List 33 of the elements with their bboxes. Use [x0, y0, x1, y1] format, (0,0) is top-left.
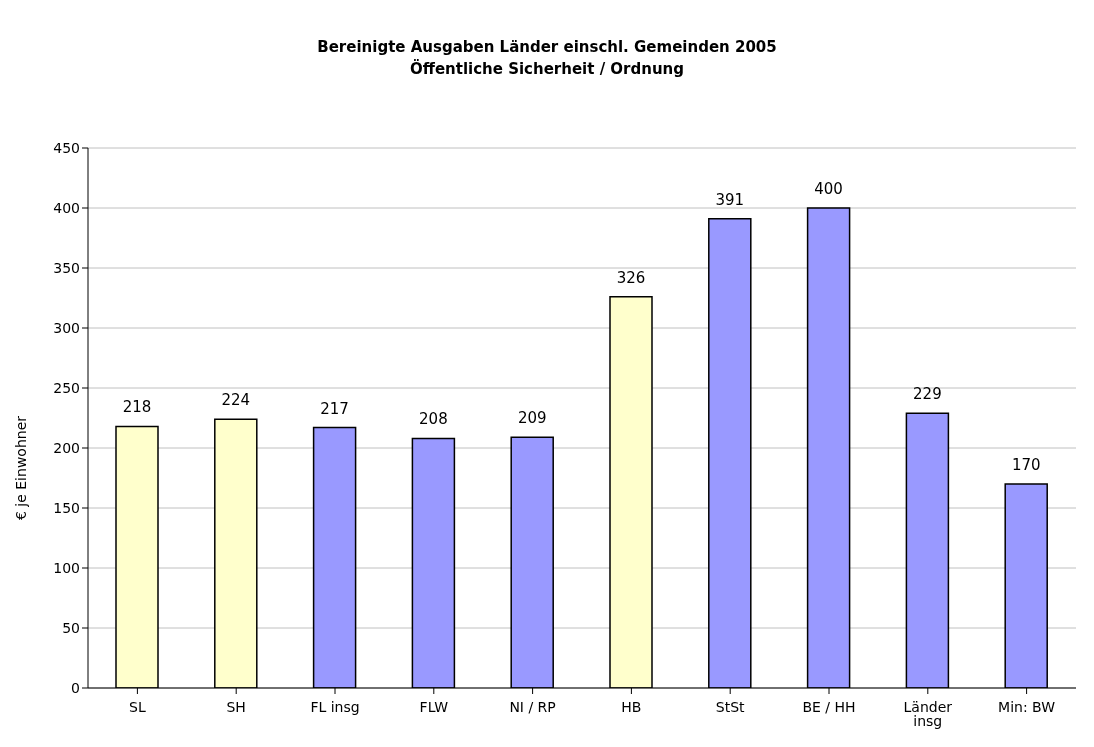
data-label: 218 — [122, 398, 152, 417]
x-tick-label: FLW — [419, 698, 449, 715]
data-label: 209 — [517, 409, 547, 428]
data-label: 224 — [221, 391, 251, 410]
data-label: 391 — [715, 190, 745, 209]
x-tick-label: NI / RP — [509, 698, 556, 715]
y-tick-label: 250 — [53, 379, 80, 396]
y-axis-title: € je Einwohner — [12, 415, 29, 521]
y-tick-label: 200 — [53, 439, 80, 456]
y-tick-label: 400 — [53, 199, 80, 216]
x-tick-label: HB — [621, 698, 642, 715]
y-tick-label: 100 — [53, 559, 80, 576]
data-label: 170 — [1011, 456, 1041, 474]
x-tick-label: StSt — [715, 698, 746, 715]
chart-subtitle: Öffentliche Sicherheit / Ordnung — [409, 58, 685, 80]
x-tick-label: SL — [129, 698, 146, 715]
x-tick-label: Länder insg — [903, 698, 953, 729]
y-tick-label: 0 — [71, 679, 80, 696]
chart-title: Bereinigte Ausgaben Länder einschl. Gemeinden 2005 — [316, 37, 778, 58]
y-tick-label: 450 — [53, 139, 80, 156]
x-tick-label: BE / HH — [802, 698, 856, 715]
y-tick-label: 350 — [53, 259, 80, 276]
y-tick-label: 150 — [53, 499, 80, 516]
x-tick-label: SH — [226, 698, 246, 715]
data-label: 208 — [419, 410, 448, 429]
x-tick-label: Min: BW — [998, 698, 1056, 715]
data-label: 400 — [814, 180, 843, 198]
x-tick-label: FL insg — [310, 698, 360, 715]
data-label: 229 — [913, 385, 942, 404]
y-tick-label: 300 — [53, 319, 80, 336]
data-label: 217 — [320, 399, 349, 418]
y-tick-label: 50 — [62, 619, 80, 636]
data-label: 326 — [616, 268, 646, 287]
